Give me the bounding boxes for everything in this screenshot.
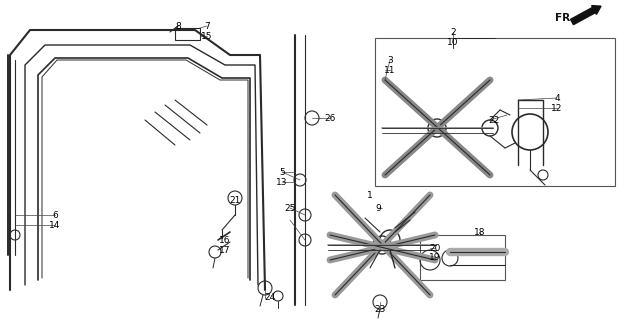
Text: 14: 14	[50, 220, 61, 229]
Circle shape	[373, 236, 391, 254]
Text: 19: 19	[429, 253, 441, 262]
Circle shape	[433, 124, 441, 132]
Text: 13: 13	[277, 178, 288, 187]
Bar	[175, 28, 200, 40]
Circle shape	[378, 241, 386, 249]
Text: 7: 7	[204, 21, 210, 30]
Text: 25: 25	[285, 204, 296, 212]
Text: 21: 21	[229, 196, 241, 204]
Text: 20: 20	[429, 244, 441, 252]
Circle shape	[428, 119, 446, 137]
Text: 12: 12	[551, 103, 563, 113]
Text: 9: 9	[375, 204, 381, 212]
Text: 6: 6	[52, 211, 58, 220]
Text: 1: 1	[367, 190, 373, 199]
Text: 8: 8	[175, 21, 181, 30]
Text: 5: 5	[279, 167, 285, 177]
Text: 15: 15	[202, 31, 213, 41]
Text: 10: 10	[447, 37, 459, 46]
Text: 24: 24	[264, 293, 276, 302]
Text: 16: 16	[219, 236, 231, 244]
Text: 22: 22	[489, 116, 500, 124]
Bar	[375, 38, 615, 186]
Text: 11: 11	[384, 66, 396, 75]
Text: 17: 17	[219, 245, 231, 254]
Text: 26: 26	[324, 114, 335, 123]
Text: 3: 3	[387, 55, 393, 65]
Text: FR.: FR.	[555, 13, 574, 23]
FancyArrow shape	[570, 6, 601, 25]
Text: 23: 23	[374, 306, 386, 315]
Circle shape	[442, 250, 458, 266]
Bar	[420, 235, 505, 280]
Text: 4: 4	[554, 93, 560, 102]
Text: 2: 2	[450, 28, 456, 36]
Text: 18: 18	[474, 228, 485, 236]
